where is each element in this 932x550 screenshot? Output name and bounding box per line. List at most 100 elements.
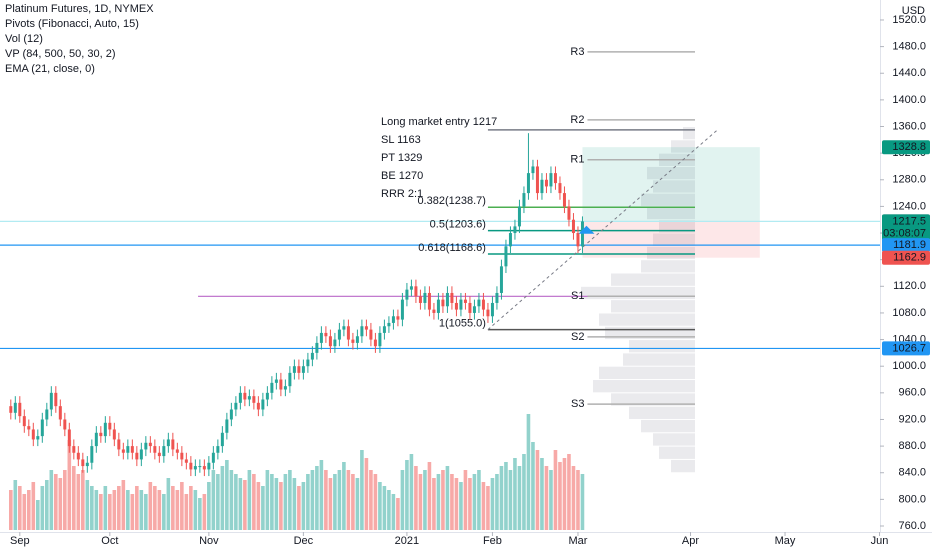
candle-body: [540, 179, 544, 194]
volume-bar: [90, 486, 94, 530]
volume-bar: [67, 440, 72, 530]
x-tick-label: May: [775, 535, 796, 547]
candle-body: [67, 429, 71, 447]
candle-body: [405, 289, 409, 300]
candle-body: [108, 422, 112, 430]
volume-profile-row: [670, 140, 695, 153]
volume-bar: [27, 490, 31, 530]
candle-body: [243, 392, 247, 400]
candle-body: [409, 286, 413, 290]
x-tick-label: 2021: [395, 535, 419, 547]
volume-profile-row: [598, 366, 695, 380]
candle-body: [504, 246, 508, 267]
y-tick-label: 1440.0: [892, 67, 926, 79]
volume-profile-row: [646, 246, 695, 260]
volume-bar: [459, 482, 463, 530]
candle-body: [490, 302, 494, 317]
volume-bar: [103, 486, 108, 530]
volume-bar: [18, 486, 22, 530]
annotation-line: BE 1270: [381, 170, 423, 182]
volume-profile-row: [646, 166, 695, 180]
volume-bar: [346, 470, 351, 530]
price-badge-label: 1026.7: [892, 342, 926, 354]
volume-bar: [99, 494, 103, 530]
volume-bar: [405, 460, 409, 530]
y-tick-label: 1480.0: [892, 41, 926, 53]
candle-body: [441, 299, 445, 307]
volume-bar: [544, 466, 549, 530]
volume-bar: [63, 470, 67, 530]
candle-body: [81, 459, 85, 467]
volume-bar: [238, 478, 243, 530]
candle-body: [171, 439, 175, 450]
candle-body: [247, 396, 251, 400]
volume-profile-row: [682, 127, 695, 140]
volume-bar: [355, 478, 360, 530]
price-badge: [882, 238, 930, 253]
volume-bar: [288, 470, 292, 530]
candle-body: [423, 292, 427, 303]
volume-profile-row: [646, 206, 695, 220]
y-tick-label: 920.0: [898, 413, 926, 425]
candle-body: [189, 462, 193, 470]
volume-bar: [130, 494, 135, 530]
candle-body: [297, 366, 301, 373]
volume-bar: [468, 478, 472, 530]
candle-body: [576, 233, 580, 247]
price-badge: [882, 140, 930, 155]
pivot-label: S3: [571, 398, 584, 410]
candle-body: [292, 366, 296, 373]
x-tick-label: Apr: [682, 535, 699, 547]
x-tick-label: Sep: [10, 535, 30, 547]
candle-body: [459, 299, 463, 310]
volume-bar: [490, 478, 495, 530]
candle-body: [301, 366, 305, 373]
candle-body: [382, 326, 386, 333]
y-tick-label: 1240.0: [892, 200, 926, 212]
volume-bar: [153, 486, 157, 530]
candle-body: [58, 406, 62, 420]
volume-bar: [319, 460, 324, 530]
candle-body: [436, 299, 440, 313]
volume-bar: [301, 482, 306, 530]
candle-body: [355, 336, 359, 343]
volume-bar: [427, 462, 432, 530]
volume-bar: [360, 450, 364, 530]
annotation-line: RRR 2:1: [381, 188, 423, 200]
volume-bar: [31, 482, 36, 530]
volume-bar: [234, 474, 238, 530]
x-tick-label: Oct: [101, 535, 118, 547]
candle-body: [387, 322, 391, 327]
volume-bar: [441, 470, 445, 530]
candle-body: [396, 316, 400, 320]
candle-body: [553, 173, 557, 184]
volume-bar: [211, 470, 216, 530]
volume-bar: [540, 458, 544, 530]
candle-body: [54, 392, 58, 407]
volume-bar: [558, 462, 562, 530]
volume-bar: [162, 494, 166, 530]
candle-body: [274, 379, 278, 383]
candle-body: [193, 466, 197, 470]
fib-label: 0.5(1203.6): [430, 219, 486, 231]
candle-body: [549, 173, 553, 187]
candle-body: [283, 386, 287, 390]
volume-bar: [135, 486, 139, 530]
volume-bar: [571, 466, 576, 530]
candle-body: [207, 462, 211, 470]
volume-bar: [342, 462, 346, 530]
candle-body: [324, 332, 328, 337]
volume-bar: [225, 460, 229, 530]
candle-body: [499, 266, 503, 293]
candle-body: [238, 392, 242, 403]
candle-body: [9, 406, 13, 413]
y-tick-label: 760.0: [898, 520, 926, 532]
volume-bar: [499, 466, 504, 530]
volume-profile-row: [670, 459, 695, 473]
volume-bar: [247, 470, 252, 530]
candle-body: [342, 326, 346, 330]
volume-profile-row: [610, 300, 695, 313]
volume-bar: [450, 474, 454, 530]
volume-bar: [189, 486, 193, 530]
volume-bar: [112, 490, 117, 530]
